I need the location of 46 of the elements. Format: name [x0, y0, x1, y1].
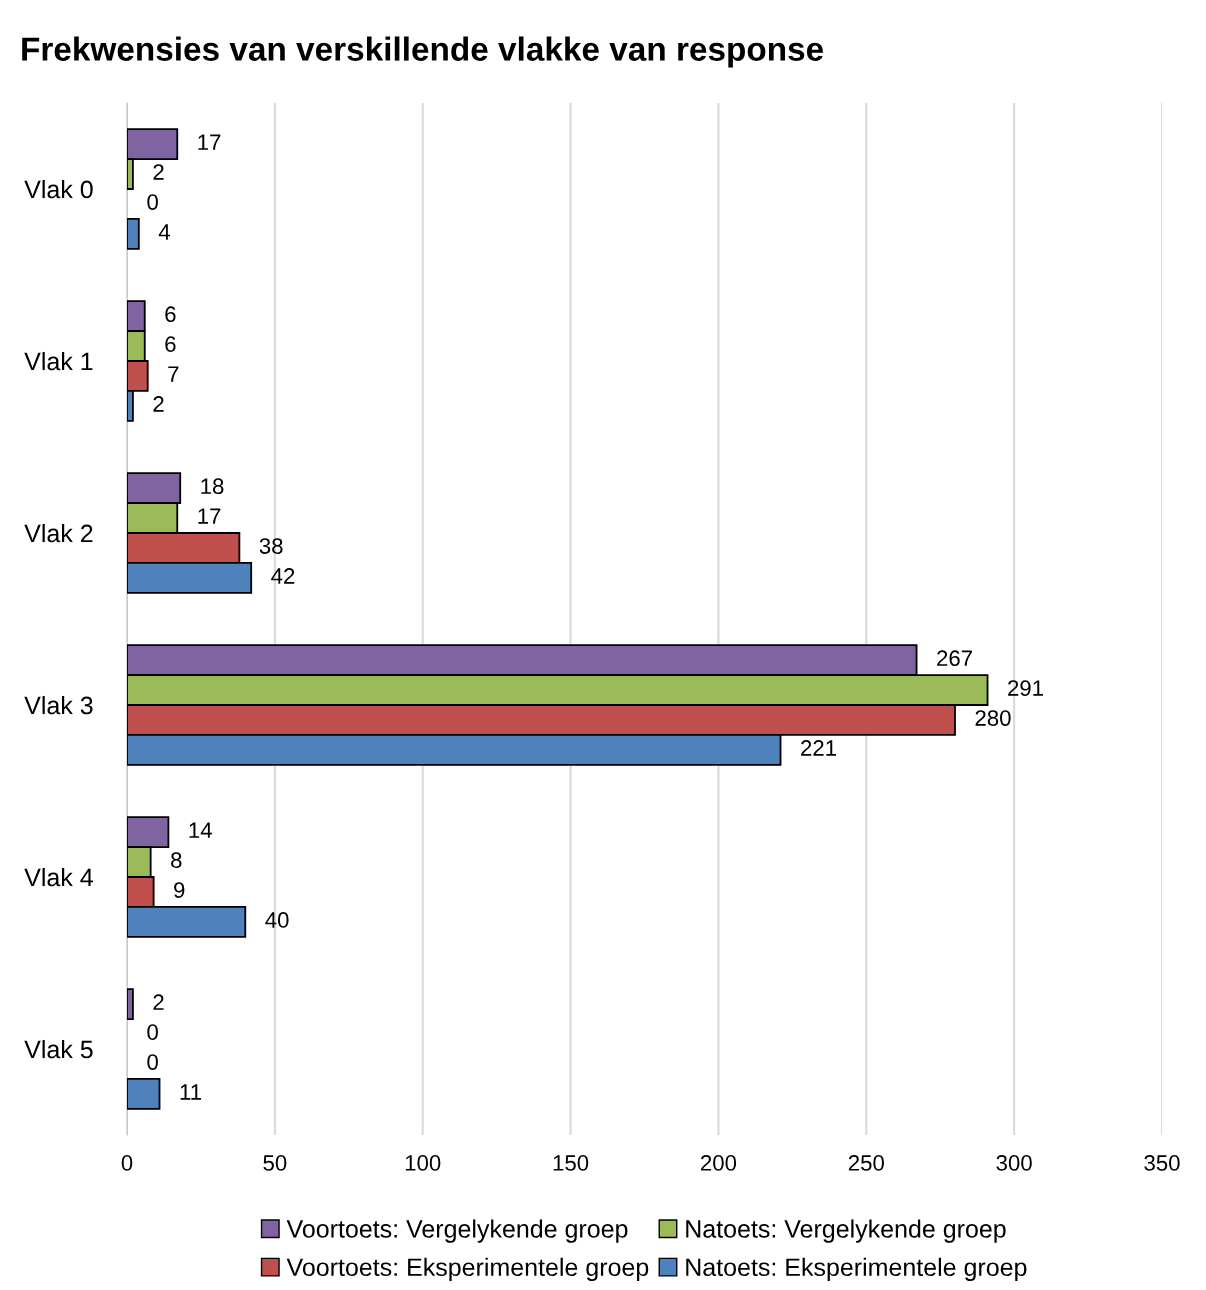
data-label: 17 [198, 508, 221, 524]
y-tick-label: Vlak 2 [24, 523, 93, 543]
x-tick-label: 350 [1144, 1155, 1180, 1171]
legend-label: Voortoets: Vergelykende groep [286, 1219, 628, 1243]
data-label: 291 [1008, 680, 1043, 696]
data-label: 11 [180, 1084, 201, 1100]
data-label: 14 [189, 822, 212, 838]
data-label: 7 [168, 366, 179, 382]
y-tick-label: Vlak 3 [24, 695, 93, 715]
x-tick-label: 300 [996, 1155, 1032, 1171]
y-tick-label: Vlak 4 [24, 867, 93, 887]
legend-label: Natoets: Vergelykende groep [686, 1219, 1006, 1243]
bar [127, 218, 140, 250]
data-label: 221 [801, 740, 836, 756]
data-label: 0 [147, 1024, 158, 1040]
data-label: 18 [201, 478, 224, 495]
data-label: 6 [165, 306, 176, 323]
data-label: 2 [153, 164, 164, 180]
data-label: 267 [937, 650, 972, 667]
bar [127, 1078, 161, 1110]
legend-label: Natoets: Eksperimentele groep [686, 1257, 1027, 1282]
data-label: 0 [147, 1054, 158, 1070]
data-label: 2 [153, 396, 164, 412]
data-label: 40 [265, 912, 289, 928]
x-tick-label: 100 [405, 1155, 441, 1171]
y-tick-label: Vlak 1 [24, 351, 93, 371]
data-label: 38 [259, 538, 283, 554]
y-tick-label: Vlak 5 [24, 1039, 93, 1059]
legend-label: Voortoets: Eksperimentele groep [286, 1257, 649, 1282]
data-label: 0 [147, 194, 158, 210]
data-label: 9 [174, 882, 185, 898]
data-label: 17 [198, 134, 221, 150]
data-label: 4 [158, 224, 170, 240]
data-label: 280 [975, 710, 1011, 726]
x-tick-label: 250 [848, 1155, 884, 1171]
data-label: 42 [271, 568, 295, 584]
chart-title: Frekwensies van verskillende vlakke van response [22, 36, 824, 68]
data-label: 2 [153, 994, 164, 1010]
data-label: 6 [165, 336, 176, 352]
data-label: 8 [171, 852, 182, 868]
x-tick-label: 0 [121, 1155, 133, 1171]
bar [127, 988, 134, 1020]
x-tick-label: 150 [553, 1155, 589, 1171]
y-tick-label: Vlak 0 [24, 179, 93, 199]
x-tick-label: 200 [701, 1155, 737, 1171]
x-tick-label: 50 [263, 1155, 287, 1171]
